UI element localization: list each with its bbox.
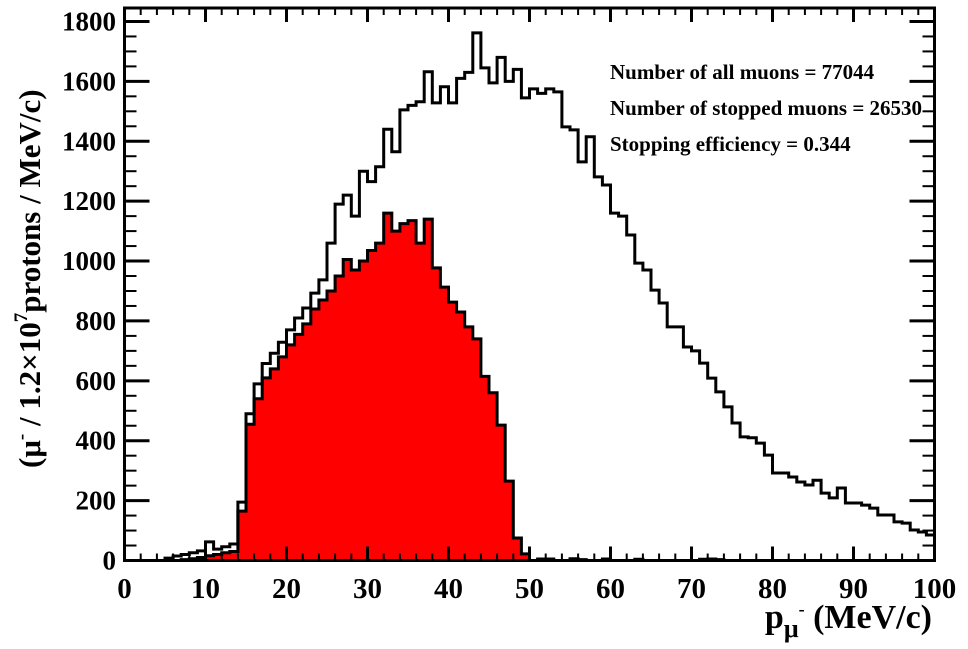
stopped-muons-histogram [124, 211, 935, 562]
x-axis-tick-label: 90 [839, 573, 868, 605]
x-axis-title: pμ- (MeV/c) [765, 599, 932, 643]
x-axis-tick-label: 10 [191, 573, 220, 605]
y-axis-tick-label: 800 [76, 306, 117, 336]
y-axis-tick-label: 200 [76, 486, 117, 516]
y-axis-tick-label: 600 [76, 366, 117, 396]
x-axis-tick-label: 100 [913, 573, 957, 605]
x-axis-tick-label: 70 [677, 573, 706, 605]
y-axis-tick-label: 1200 [62, 186, 116, 216]
stats-line-efficiency: Stopping efficiency = 0.344 [610, 132, 851, 156]
y-axis-tick-label: 1000 [62, 246, 116, 276]
y-axis-tick-label: 0 [103, 546, 117, 576]
y-axis-tick-label: 1800 [62, 6, 116, 36]
x-axis-tick-label: 40 [434, 573, 463, 605]
x-axis-tick-label: 0 [117, 573, 132, 605]
x-axis-tick-label: 20 [272, 573, 301, 605]
y-axis-tick-label: 1400 [62, 126, 116, 156]
stats-line-stopped-muons: Number of stopped muons = 26530 [610, 96, 923, 120]
all-muons-histogram [124, 31, 936, 562]
x-axis-tick-label: 30 [353, 573, 382, 605]
y-axis-tick-label: 400 [76, 426, 117, 456]
y-axis-tick-label: 1600 [62, 66, 116, 96]
y-axis-title: (μ- / 1.2×107protons / MeV/c) [11, 89, 47, 468]
stats-line-all-muons: Number of all muons = 77044 [610, 60, 875, 84]
x-axis-tick-label: 50 [515, 573, 544, 605]
x-axis-tick-label: 80 [758, 573, 787, 605]
x-axis-tick-label: 60 [596, 573, 625, 605]
